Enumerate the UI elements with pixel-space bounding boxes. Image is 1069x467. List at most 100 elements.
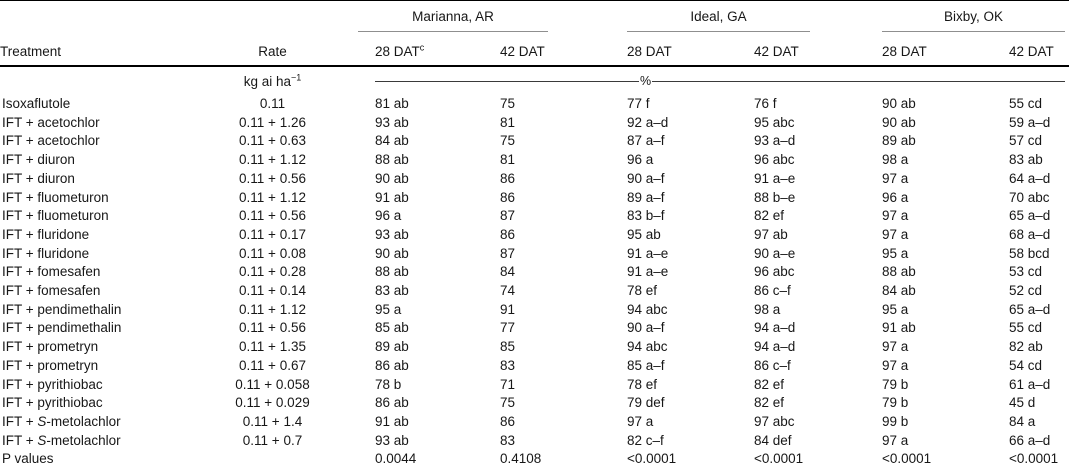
table-row: IFT + prometryn 0.11 + 0.67 86 ab 83 85 a–f 8… xyxy=(0,357,1069,376)
treatment-cell: Isoxaflutole xyxy=(2,96,71,111)
value-cell: 98 a xyxy=(882,152,909,168)
value-cell: 79 b xyxy=(882,395,909,411)
value-cell: 87 xyxy=(500,245,516,261)
value-cell: 85 xyxy=(500,339,516,355)
value-cell: 98 a xyxy=(754,301,781,317)
location-header-row: Marianna, AR Ideal, GA Bixby, OK xyxy=(0,1,1069,32)
col-header-28dat-ideal: 28 DAT xyxy=(627,32,754,67)
value-cell: 53 cd xyxy=(1009,264,1043,280)
value-cell: 85 ab xyxy=(375,320,409,336)
rate-cell xyxy=(200,450,345,467)
table-row: IFT + pyrithiobac 0.11 + 0.058 78 b 71 78 ef… xyxy=(0,376,1069,395)
value-cell: 71 xyxy=(500,376,516,392)
value-cell: 90 a–f xyxy=(627,170,665,186)
value-cell: 82 ab xyxy=(1009,339,1043,355)
col-header-28dat-marianna: 28 DATc xyxy=(345,32,500,67)
value-cell: 91 a–e xyxy=(627,245,669,261)
footnote-marker-c: c xyxy=(419,42,425,53)
value-cell: 90 ab xyxy=(375,170,409,186)
location-label: Ideal, GA xyxy=(690,9,747,24)
value-cell: 91 ab xyxy=(882,320,916,336)
column-header-row: Treatment Rate 28 DATc 42 DAT 28 DAT 42 … xyxy=(0,32,1069,67)
value-cell: 68 a–d xyxy=(1009,226,1051,242)
value-cell: 86 c–f xyxy=(754,283,791,299)
treatment-cell: IFT + fluometuron xyxy=(2,208,109,224)
value-cell: 89 a–f xyxy=(627,189,665,205)
value-cell: 66 a–d xyxy=(1009,432,1051,448)
value-cell: 87 a–f xyxy=(627,133,665,149)
table-row: Isoxaflutole 0.11 81 ab 75 77 f 76 f 90 ab 55 c… xyxy=(0,95,1069,114)
treatment-cell: IFT + prometryn xyxy=(2,339,99,355)
treatment-cell: IFT + S-metolachlor xyxy=(2,413,121,429)
value-cell: 81 xyxy=(500,152,516,168)
value-cell: 59 a–d xyxy=(1009,114,1051,130)
location-header-marianna: Marianna, AR xyxy=(358,9,548,32)
value-cell: 95 a xyxy=(882,301,909,317)
value-cell: 75 xyxy=(500,133,516,149)
value-cell: 82 ef xyxy=(754,208,785,224)
value-cell: 54 cd xyxy=(1009,357,1043,373)
rate-cell: 0.11 + 0.56 xyxy=(239,208,306,224)
treatment-cell: IFT + pendimethalin xyxy=(2,301,122,317)
value-cell: 75 xyxy=(500,96,516,111)
location-label: Marianna, AR xyxy=(412,9,494,24)
value-cell: 93 ab xyxy=(375,226,409,242)
rate-cell: 0.11 + 0.28 xyxy=(239,264,306,280)
table-row: IFT + fluridone 0.11 + 0.17 93 ab 86 95 ab 97… xyxy=(0,226,1069,245)
table-row: IFT + diuron 0.11 + 1.12 88 ab 81 96 a 96 abc… xyxy=(0,151,1069,170)
value-cell: 97 a xyxy=(882,357,909,373)
value-cell: 96 a xyxy=(882,189,909,205)
value-cell: 88 ab xyxy=(375,264,409,280)
value-cell: 97 a xyxy=(882,432,909,448)
value-cell: 78 b xyxy=(375,376,402,392)
table-row: IFT + prometryn 0.11 + 1.35 89 ab 85 94 abc 9… xyxy=(0,338,1069,357)
table-row: IFT + diuron 0.11 + 0.56 90 ab 86 90 a–f 91 a… xyxy=(0,170,1069,189)
value-cell: 55 cd xyxy=(1009,96,1043,111)
table-row: IFT + fluridone 0.11 + 0.08 90 ab 87 91 a–e 9… xyxy=(0,245,1069,264)
col-header-42dat-marianna: 42 DAT xyxy=(500,32,627,67)
value-cell: 52 cd xyxy=(1009,283,1043,299)
divider-line-left xyxy=(375,80,639,82)
rate-cell: 0.11 + 1.35 xyxy=(239,339,306,355)
value-cell: 55 cd xyxy=(1009,320,1043,336)
treatment-cell: IFT + pyrithiobac xyxy=(2,395,103,411)
table-row: IFT + S-metolachlor 0.11 + 1.4 91 ab 86 97 a… xyxy=(0,413,1069,432)
treatment-cell: IFT + S-metolachlor xyxy=(2,432,121,448)
treatment-cell: P values xyxy=(2,451,54,467)
value-cell: 91 a–e xyxy=(754,170,796,186)
value-cell: 85 a–f xyxy=(627,357,665,373)
value-cell: 79 def xyxy=(627,395,665,411)
value-cell: 83 xyxy=(500,357,516,373)
value-cell: 86 c–f xyxy=(754,357,791,373)
table-row: IFT + pendimethalin 0.11 + 0.56 85 ab 77 90 … xyxy=(0,319,1069,338)
value-cell: 89 ab xyxy=(882,133,916,149)
value-cell: 61 a–d xyxy=(1009,376,1051,392)
value-cell: 79 b xyxy=(882,376,909,392)
value-cell: 95 ab xyxy=(627,226,661,242)
table-row: IFT + acetochlor 0.11 + 0.63 84 ab 75 87 a–f… xyxy=(0,132,1069,151)
value-cell: 90 a–f xyxy=(627,320,665,336)
treatment-cell: IFT + fluridone xyxy=(2,245,90,261)
location-header-bixby: Bixby, OK xyxy=(882,9,1065,32)
value-cell: 70 abc xyxy=(1009,189,1050,205)
value-cell: 86 ab xyxy=(375,395,409,411)
treatment-cell: IFT + acetochlor xyxy=(2,133,100,149)
value-cell: 93 a–d xyxy=(754,133,796,149)
value-cell: 96 a xyxy=(627,152,654,168)
table-row: IFT + pendimethalin 0.11 + 1.12 95 a 91 94 a… xyxy=(0,301,1069,320)
value-cell: 86 ab xyxy=(375,357,409,373)
value-cell: 91 xyxy=(500,301,516,317)
treatment-cell: IFT + prometryn xyxy=(2,357,99,373)
value-cell: 86 xyxy=(500,189,516,205)
rate-cell: 0.11 + 0.14 xyxy=(239,283,306,299)
value-cell: 90 ab xyxy=(882,96,916,111)
rate-units-label: kg ai ha−1 xyxy=(243,72,302,89)
units-row: kg ai ha−1 % xyxy=(0,66,1069,95)
value-cell: 82 ef xyxy=(754,395,785,411)
treatment-cell: IFT + fomesafen xyxy=(2,264,101,280)
value-cell: 97 a xyxy=(882,226,909,242)
value-cell: 95 abc xyxy=(754,114,795,130)
value-cell: 91 ab xyxy=(375,189,409,205)
